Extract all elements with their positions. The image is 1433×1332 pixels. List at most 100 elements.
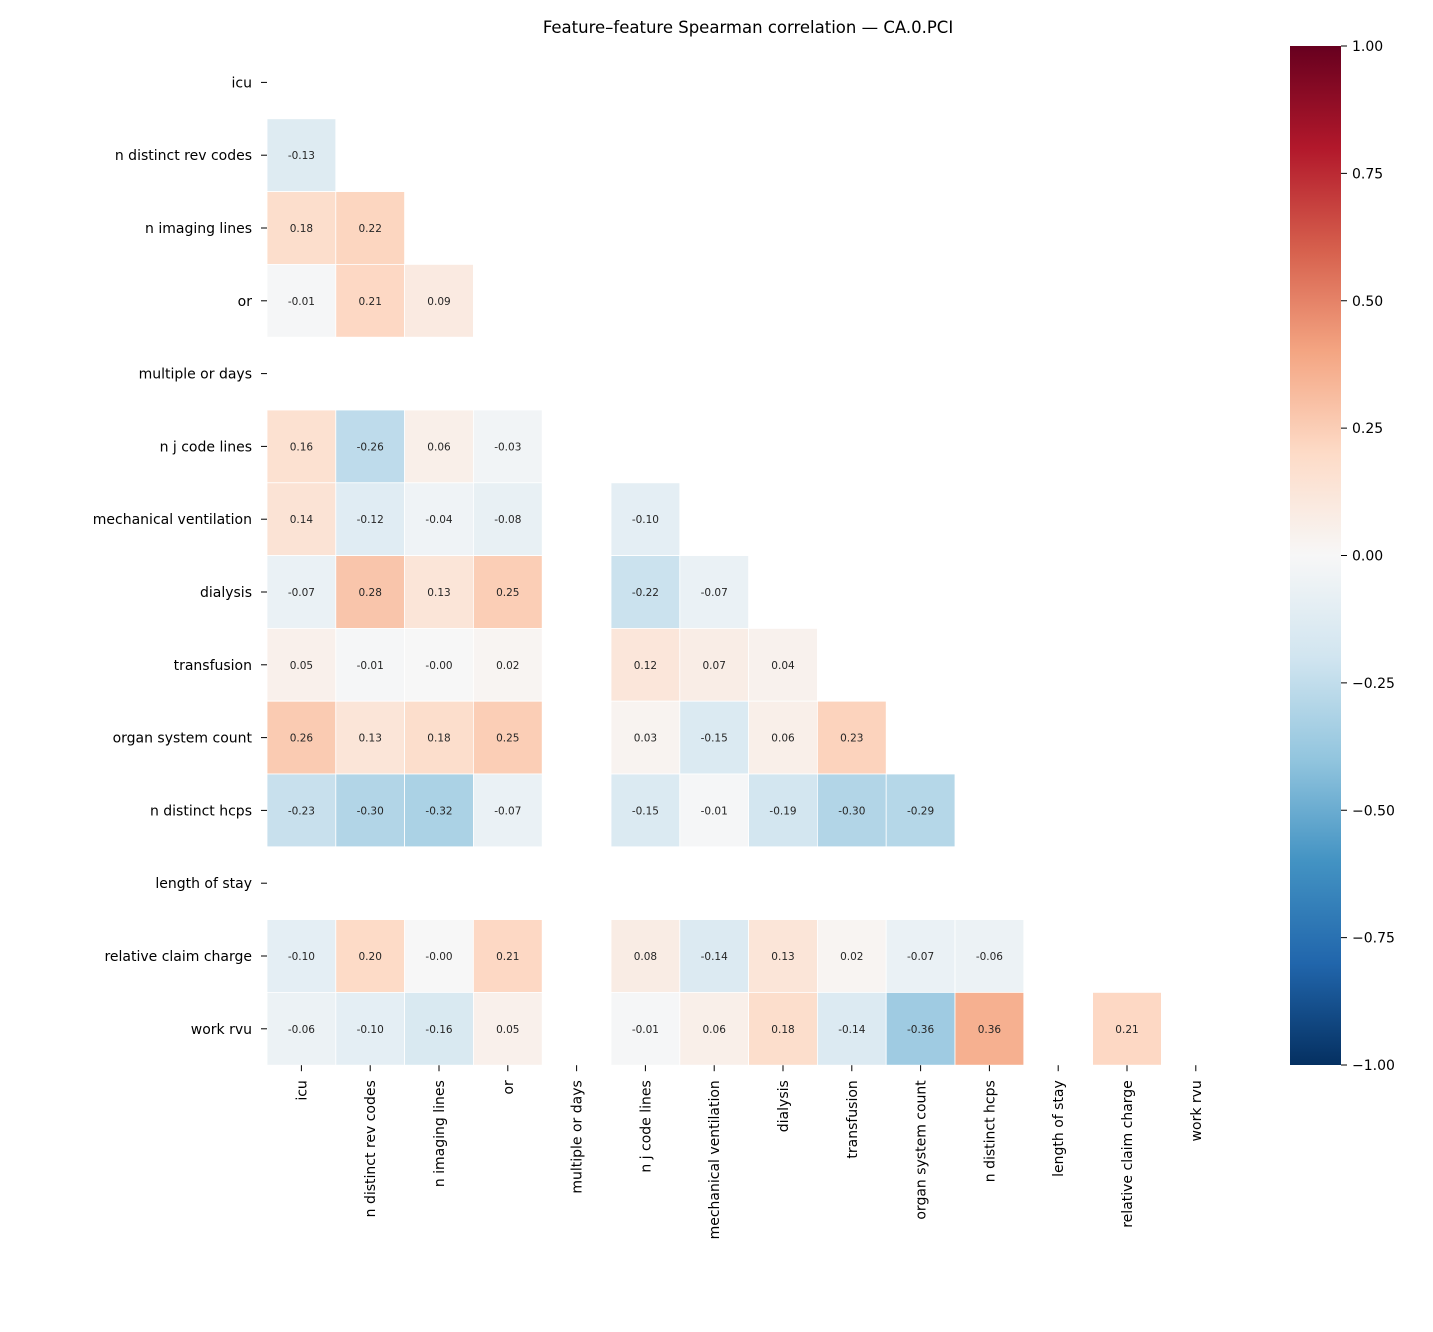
colorbar-tick-label: −0.75: [1352, 931, 1395, 947]
cell-value-label: 0.20: [359, 951, 382, 963]
cell-value-label: -0.22: [632, 587, 659, 599]
cell-value-label: 0.25: [496, 733, 519, 745]
colorbar-tick-label: 0.00: [1352, 549, 1383, 565]
x-tick-label: organ system count: [914, 1080, 930, 1220]
cell-value-label: -0.29: [907, 805, 934, 817]
cell-value-label: 0.05: [290, 660, 313, 672]
cell-value-label: -0.30: [357, 805, 384, 817]
cell-value-label: 0.21: [1115, 1024, 1138, 1036]
heatmap-cell: [679, 555, 749, 629]
cell-value-label: -0.36: [907, 1024, 934, 1036]
x-tick-label: dialysis: [776, 1080, 792, 1132]
cell-value-label: -0.15: [632, 805, 659, 817]
cell-value-label: 0.26: [290, 733, 314, 745]
cell-value-label: -0.07: [494, 805, 521, 817]
cell-value-label: -0.15: [701, 733, 728, 745]
heatmap-cell: [748, 773, 818, 848]
x-tick-label: multiple or days: [570, 1080, 586, 1193]
cell-value-label: -0.19: [769, 805, 796, 817]
heatmap-cell: [472, 628, 543, 702]
colorbar-tick-label: 0.25: [1352, 421, 1383, 437]
heatmap-cell: [472, 555, 543, 629]
heatmap-cell: [404, 263, 474, 338]
heatmap-cell: [404, 482, 474, 556]
heatmap-cell: [335, 555, 405, 629]
heatmap-cell: [817, 919, 887, 993]
cell-value-label: -0.10: [632, 514, 659, 526]
colorbar-tick-label: −0.25: [1352, 676, 1395, 692]
cell-value-label: 0.05: [496, 1024, 519, 1036]
x-tick-label: relative claim charge: [1120, 1080, 1136, 1228]
x-tick-label: mechanical ventilation: [707, 1080, 723, 1239]
y-tick-label: transfusion: [174, 658, 252, 674]
cell-value-label: -0.14: [838, 1024, 865, 1036]
cell-value-label: -0.10: [288, 951, 315, 963]
y-tick-label: work rvu: [191, 1022, 252, 1038]
heatmap-cell: [266, 628, 337, 702]
heatmap-cell: [335, 263, 405, 338]
heatmap-cell: [472, 773, 543, 848]
heatmap-cell: [266, 263, 337, 338]
heatmap-cell: [885, 773, 956, 848]
cell-value-label: 0.23: [840, 733, 863, 745]
heatmap-cell: [954, 919, 1025, 993]
heatmap-cell: [335, 482, 405, 556]
cell-value-label: -0.14: [701, 951, 728, 963]
heatmap-cell: [472, 409, 543, 484]
cell-value-label: 0.16: [290, 441, 314, 453]
x-tick-label: n distinct rev codes: [363, 1080, 379, 1217]
x-tick-label: transfusion: [845, 1080, 861, 1158]
cell-value-label: 0.13: [427, 587, 450, 599]
y-tick-label: n j code lines: [160, 439, 252, 455]
cell-value-label: 0.28: [359, 587, 382, 599]
x-tick-label: n imaging lines: [432, 1080, 448, 1187]
cell-value-label: 0.25: [496, 587, 519, 599]
cell-value-label: -0.01: [288, 296, 315, 308]
cell-value-label: 0.13: [771, 951, 794, 963]
cell-value-label: 0.14: [290, 514, 314, 526]
heatmap-cell: [885, 992, 956, 1066]
heatmap-cell: [335, 992, 405, 1066]
y-tick-label: mechanical ventilation: [93, 512, 252, 528]
heatmap-cell: [817, 700, 887, 775]
colorbar-ticks: 1.00 0.75 0.50 0.25 0.00 −0.25 −0.50 −0.75 −1.00: [1341, 39, 1395, 1074]
y-tick-label: organ system count: [113, 731, 253, 747]
colorbar-tick-label: 1.00: [1352, 39, 1383, 55]
x-axis-labels: icu n distinct rev codes n imaging lines or…: [294, 1065, 1205, 1239]
cell-value-label: 0.18: [427, 733, 450, 745]
cell-value-label: 0.12: [634, 660, 657, 672]
y-tick-label: or: [238, 294, 253, 310]
heatmap-cell: [679, 628, 749, 702]
cell-value-label: 0.21: [359, 296, 382, 308]
heatmap-cell: [472, 992, 543, 1066]
heatmap-cell: [472, 482, 543, 556]
cell-value-label: 0.09: [427, 296, 450, 308]
heatmap-cell: [748, 628, 818, 702]
heatmap-cell: [954, 992, 1025, 1066]
cell-value-label: -0.00: [425, 951, 452, 963]
cell-value-label: -0.07: [288, 587, 315, 599]
heatmap-cell: [335, 773, 405, 848]
heatmap-cell: [404, 919, 474, 993]
cell-value-label: -0.07: [701, 587, 728, 599]
cell-value-label: -0.08: [494, 514, 521, 526]
y-tick-label: n distinct hcps: [150, 803, 252, 819]
heatmap-cell: [610, 482, 681, 556]
cell-value-label: -0.01: [357, 660, 384, 672]
y-tick-label: n distinct rev codes: [115, 148, 252, 164]
cell-value-label: -0.23: [288, 805, 315, 817]
cell-value-label: -0.32: [425, 805, 452, 817]
heatmap-cell: [266, 992, 337, 1066]
heatmap-cell: [610, 555, 681, 629]
heatmap-cell: [335, 919, 405, 993]
heatmap-cell: [679, 992, 749, 1066]
cell-value-label: 0.18: [290, 223, 313, 235]
heatmap-cell: [404, 773, 474, 848]
cell-value-label: 0.08: [634, 951, 657, 963]
cell-value-label: 0.36: [978, 1024, 1002, 1036]
cell-value-label: 0.02: [840, 951, 863, 963]
x-tick-label: length of stay: [1051, 1080, 1067, 1177]
heatmap-cell: [266, 700, 337, 775]
y-tick-label: relative claim charge: [104, 949, 252, 965]
x-tick-label: work rvu: [1189, 1080, 1205, 1141]
